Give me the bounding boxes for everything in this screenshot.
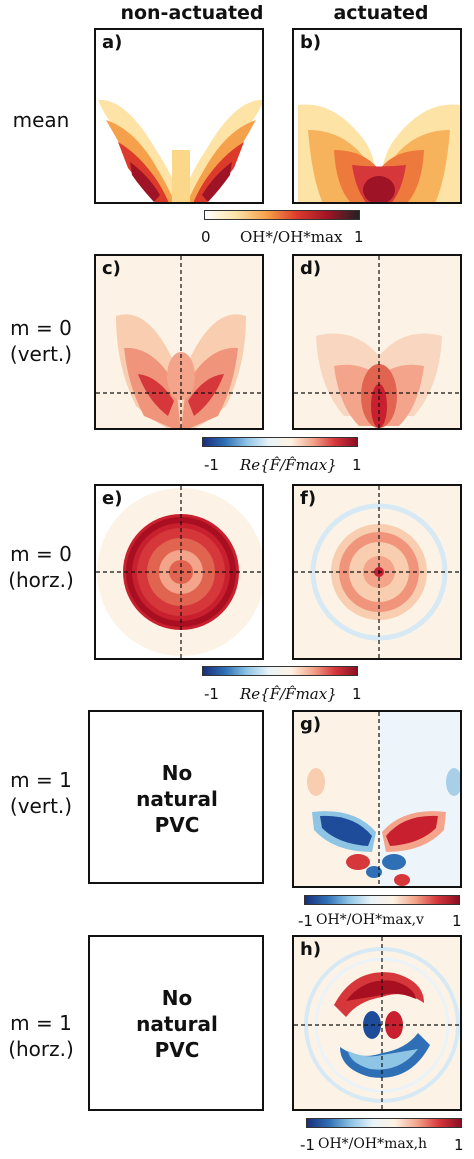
colorbar-oh-h xyxy=(306,1118,462,1128)
row-label-m0-horz: m = 0 (horz.) xyxy=(8,542,74,592)
panel-label-a: a) xyxy=(102,32,123,53)
colorbar-oh-v-max: 1 xyxy=(452,912,462,930)
row-label-m0-vert: m = 0 (vert.) xyxy=(9,316,73,366)
panel-b-mean-actuated: b) xyxy=(292,28,462,204)
panel-no-pvc-horz: No natural PVC xyxy=(88,935,264,1111)
panel-label-d: d) xyxy=(300,258,322,279)
m1-horz-actuated-map xyxy=(294,937,460,1109)
colorbar-mean-max: 1 xyxy=(354,228,364,246)
colorbar-re-2 xyxy=(202,666,358,676)
mean-non-actuated-map xyxy=(98,99,262,202)
header-non-actuated: non-actuated xyxy=(120,2,264,24)
colorbar-re-1-min: -1 xyxy=(204,456,219,474)
panel-label-g: g) xyxy=(300,714,322,735)
colorbar-oh-h-label: OH*/OH*max,h xyxy=(318,1136,428,1152)
m1-vert-actuated-map xyxy=(294,712,460,886)
colorbar-re-2-min: -1 xyxy=(204,685,219,703)
colorbar-re-1-max: 1 xyxy=(352,456,362,474)
no-pvc-text-vert: No natural PVC xyxy=(136,761,218,837)
colorbar-re-1-label: Re{F̂/F̂max} xyxy=(240,456,337,474)
colorbar-mean xyxy=(204,210,360,220)
header-actuated: actuated xyxy=(333,2,429,24)
colorbar-oh-h-min: -1 xyxy=(300,1136,315,1154)
colorbar-re-1 xyxy=(202,437,358,447)
panel-h-m1-horz-actuated: h) xyxy=(292,935,462,1111)
panel-c-m0-vert-non-actuated: c) xyxy=(94,254,264,430)
m0-horz-non-actuated-map xyxy=(96,486,262,658)
colorbar-oh-h-max: 1 xyxy=(454,1136,464,1154)
panel-label-c: c) xyxy=(102,258,121,279)
panel-f-m0-horz-actuated: f) xyxy=(292,484,462,660)
panel-label-h: h) xyxy=(300,939,322,960)
panel-g-m1-vert-actuated: g) xyxy=(292,710,462,888)
row-label-m1-vert: m = 1 (vert.) xyxy=(9,768,73,818)
panel-no-pvc-vert: No natural PVC xyxy=(88,710,264,884)
no-pvc-text-horz: No natural PVC xyxy=(136,986,218,1062)
colorbar-re-2-max: 1 xyxy=(352,685,362,703)
m0-horz-actuated-map xyxy=(294,486,460,658)
panel-label-b: b) xyxy=(300,32,322,53)
panel-d-m0-vert-actuated: d) xyxy=(292,254,462,430)
panel-a-mean-non-actuated: a) xyxy=(94,28,264,204)
panel-label-e: e) xyxy=(102,488,123,509)
colorbar-oh-v-min: -1 xyxy=(298,912,313,930)
colorbar-re-2-label: Re{F̂/F̂max} xyxy=(240,685,337,703)
m0-vert-actuated-map xyxy=(294,256,460,428)
colorbar-mean-label: OH*/OH*max xyxy=(240,228,343,246)
mean-actuated-map xyxy=(298,104,460,202)
panel-label-f: f) xyxy=(300,488,317,509)
colorbar-oh-v xyxy=(304,895,460,905)
colorbar-oh-v-label: OH*/OH*max,v xyxy=(316,912,424,928)
panel-e-m0-horz-non-actuated: e) xyxy=(94,484,264,660)
m0-vert-non-actuated-map xyxy=(96,256,262,428)
row-label-m1-horz: m = 1 (horz.) xyxy=(8,1011,74,1061)
colorbar-mean-min: 0 xyxy=(201,228,211,246)
row-label-mean: mean xyxy=(12,108,70,132)
